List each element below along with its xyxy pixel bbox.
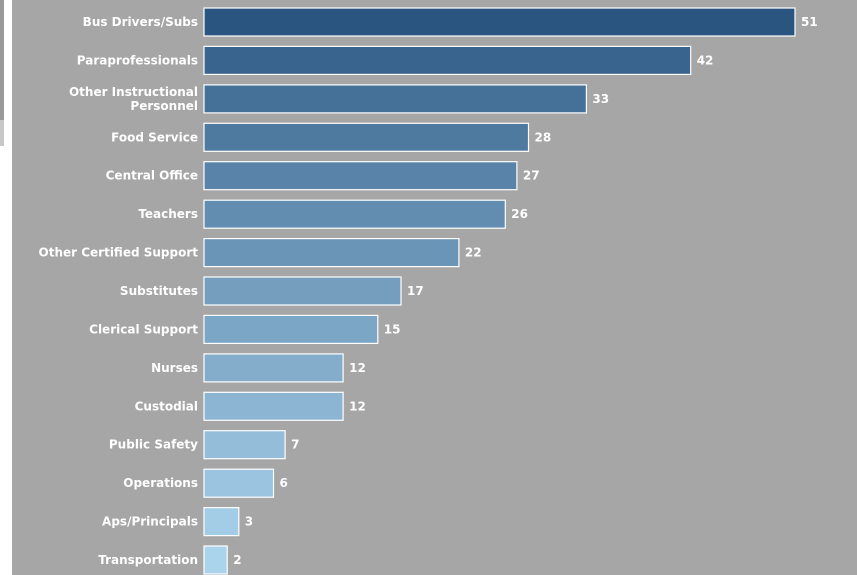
value-label: 42 [697, 53, 714, 67]
category-label-line: Teachers [138, 207, 198, 221]
value-label: 22 [465, 246, 482, 260]
category-label-line: Public Safety [109, 438, 198, 452]
bar [203, 84, 587, 114]
bar [203, 161, 518, 191]
category-label-line: Aps/Principals [102, 515, 198, 529]
value-label: 15 [384, 322, 401, 336]
bar [203, 199, 506, 229]
category-label-line: Operations [123, 476, 198, 490]
category-label-line: Central Office [106, 169, 198, 183]
value-label: 51 [801, 15, 818, 29]
category-label: Bus Drivers/Subs [83, 15, 198, 29]
category-label: Clerical Support [89, 322, 198, 336]
category-label-line: Substitutes [120, 284, 198, 298]
category-label: Teachers [138, 207, 198, 221]
bar [203, 238, 460, 268]
value-label: 33 [592, 92, 609, 106]
category-label-line: Clerical Support [89, 322, 198, 336]
category-label-line: Custodial [135, 399, 198, 413]
window-edge-strip [0, 0, 4, 120]
category-label-line: Other Certified Support [39, 246, 199, 260]
value-label: 26 [511, 207, 528, 221]
category-label: Other Instructional Personnel [69, 85, 198, 113]
bar [203, 276, 402, 306]
category-label: Aps/Principals [102, 515, 198, 529]
category-label: Nurses [151, 361, 198, 375]
bar [203, 430, 286, 460]
category-label-line: Personnel [130, 99, 198, 113]
value-label: 28 [535, 130, 552, 144]
category-label: Paraprofessionals [77, 53, 198, 67]
category-label: Public Safety [109, 438, 198, 452]
category-label-line: Other Instructional [69, 85, 198, 99]
category-label-line: Nurses [151, 361, 198, 375]
bar [203, 353, 344, 383]
value-label: 2 [233, 553, 241, 567]
category-label: Substitutes [120, 284, 198, 298]
value-label: 12 [349, 361, 366, 375]
bar [203, 391, 344, 421]
category-label: Transportation [98, 553, 198, 567]
bar [203, 45, 692, 76]
bar [203, 468, 275, 498]
category-label: Food Service [111, 130, 198, 144]
category-label-line: Paraprofessionals [77, 53, 198, 67]
value-label: 7 [291, 438, 299, 452]
bar [203, 545, 228, 575]
bar [203, 507, 240, 537]
bar [203, 122, 530, 152]
category-label-line: Bus Drivers/Subs [83, 15, 198, 29]
category-label: Central Office [106, 169, 198, 183]
value-label: 27 [523, 169, 540, 183]
value-label: 17 [407, 284, 424, 298]
bar [203, 314, 379, 344]
category-label: Operations [123, 476, 198, 490]
category-label-line: Transportation [98, 553, 198, 567]
bar [203, 7, 796, 37]
category-label-line: Food Service [111, 130, 198, 144]
category-label: Other Certified Support [39, 246, 199, 260]
value-label: 12 [349, 399, 366, 413]
value-label: 6 [280, 476, 288, 490]
value-label: 3 [245, 515, 253, 529]
window-edge-strip-cap [0, 120, 4, 146]
category-label: Custodial [135, 399, 198, 413]
